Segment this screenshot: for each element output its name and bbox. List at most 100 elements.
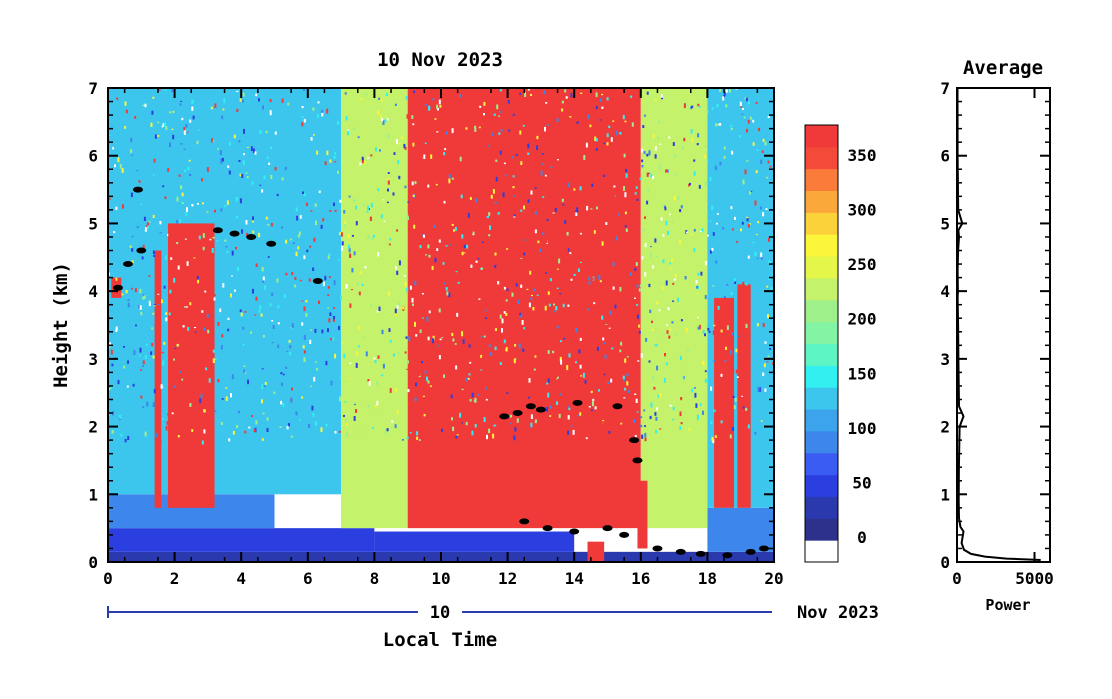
noise-speck [376, 400, 379, 406]
noise-speck [680, 205, 683, 209]
noise-speck [770, 287, 773, 290]
noise-speck [711, 205, 714, 210]
noise-speck [723, 95, 726, 98]
noise-speck [439, 104, 442, 108]
noise-speck [483, 335, 486, 338]
noise-speck [322, 281, 325, 287]
noise-speck [592, 398, 595, 401]
noise-speck [484, 309, 487, 312]
noise-speck [261, 266, 264, 272]
noise-speck [325, 360, 328, 366]
noise-speck [178, 174, 181, 177]
noise-speck [677, 195, 680, 201]
noise-speck [432, 338, 435, 344]
noise-speck [768, 237, 770, 242]
noise-speck [756, 149, 759, 152]
noise-speck [391, 420, 394, 423]
noise-speck [330, 337, 333, 341]
noise-speck [626, 373, 629, 377]
noise-speck [566, 232, 569, 236]
noise-speck [544, 174, 547, 177]
noise-speck [438, 355, 441, 360]
noise-speck [762, 212, 765, 217]
noise-speck [558, 413, 561, 419]
noise-speck [486, 336, 489, 338]
noise-speck [289, 238, 292, 241]
noise-speck [245, 172, 248, 174]
noise-speck [640, 424, 643, 428]
noise-speck [425, 254, 428, 256]
noise-speck [502, 192, 505, 198]
noise-speck [696, 285, 699, 289]
noise-speck [530, 414, 533, 419]
noise-speck [198, 265, 201, 271]
noise-speck [303, 118, 306, 123]
noise-speck [121, 168, 124, 173]
noise-speck [148, 220, 151, 223]
noise-speck [515, 283, 518, 287]
noise-speck [496, 104, 499, 110]
noise-speck [746, 216, 749, 219]
noise-speck [556, 401, 558, 405]
noise-speck [744, 96, 747, 101]
noise-speck [180, 185, 183, 190]
noise-speck [754, 200, 757, 206]
noise-speck [334, 161, 337, 163]
noise-speck [650, 173, 653, 178]
noise-speck [590, 390, 593, 394]
noise-speck [367, 235, 370, 240]
noise-speck [351, 267, 354, 273]
noise-speck [443, 374, 445, 378]
noise-speck [151, 110, 154, 115]
noise-speck [723, 92, 726, 96]
noise-speck [485, 398, 488, 401]
noise-speck [176, 219, 179, 224]
main-x-tick-label-16: 16 [631, 569, 650, 588]
noise-speck [631, 212, 633, 215]
noise-speck [134, 116, 137, 119]
noise-speck [560, 359, 563, 365]
noise-speck [314, 328, 317, 333]
noise-speck [531, 294, 533, 297]
noise-speck [164, 196, 167, 199]
noise-speck [749, 116, 752, 120]
noise-speck [232, 430, 235, 435]
noise-speck [461, 234, 464, 239]
noise-speck [310, 329, 313, 331]
noise-speck [684, 276, 687, 280]
noise-speck [715, 123, 718, 127]
noise-speck [183, 130, 186, 135]
noise-speck [161, 418, 164, 420]
noise-speck [305, 312, 308, 317]
noise-speck [666, 169, 669, 173]
noise-speck [744, 169, 747, 175]
noise-speck [306, 249, 309, 253]
noise-speck [471, 430, 474, 436]
noise-speck [403, 274, 406, 277]
noise-speck [716, 104, 719, 108]
noise-speck [223, 98, 226, 103]
avg-y-tick-label-6: 6 [940, 147, 950, 166]
noise-speck [434, 118, 437, 120]
noise-speck [419, 329, 422, 333]
noise-speck [717, 347, 719, 352]
noise-speck [340, 295, 342, 300]
noise-speck [443, 200, 446, 204]
noise-speck [126, 385, 129, 388]
noise-speck [672, 142, 675, 146]
noise-speck [203, 429, 206, 434]
noise-speck [683, 137, 686, 142]
noise-speck [395, 266, 397, 270]
noise-speck [445, 245, 448, 247]
noise-speck [520, 209, 523, 212]
noise-speck [160, 384, 163, 389]
noise-speck [509, 422, 512, 425]
noise-speck [165, 126, 168, 130]
noise-speck [123, 346, 125, 348]
noise-speck [564, 89, 567, 93]
noise-speck [285, 239, 288, 244]
noise-speck [110, 387, 113, 389]
noise-speck [427, 336, 430, 341]
noise-speck [241, 173, 244, 178]
noise-speck [189, 302, 192, 306]
